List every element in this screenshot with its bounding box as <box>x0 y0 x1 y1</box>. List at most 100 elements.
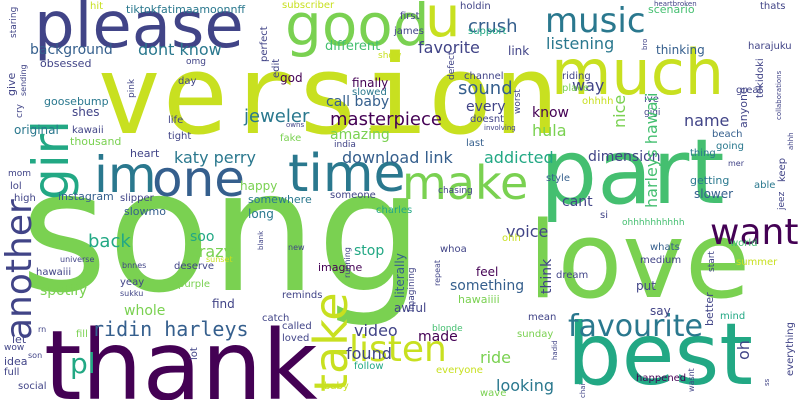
word-imagine: imagine <box>318 261 363 274</box>
word-tokidoki: tokidoki <box>755 58 766 98</box>
word-going: going <box>716 141 744 152</box>
word-think: think <box>539 258 555 294</box>
word-call-baby: call baby <box>326 94 390 110</box>
word-pl: pl <box>70 347 96 380</box>
word-heart: heart <box>130 147 160 160</box>
word-mean: mean <box>528 312 557 323</box>
word-universe: universe <box>60 255 95 264</box>
word-mom: mom <box>8 169 32 179</box>
word-fake: fake <box>280 133 302 144</box>
word-thats: thats <box>760 1 786 12</box>
word-first: first <box>400 11 420 22</box>
word-purple: purple <box>178 279 211 290</box>
word-heartbroken: heartbroken <box>654 0 697 8</box>
word-much: much <box>551 36 725 109</box>
word-slowed: slowed <box>352 87 387 98</box>
word-take: take <box>304 292 358 392</box>
word-life: life <box>168 115 184 126</box>
word-jeez: jeez <box>777 191 787 210</box>
word-social: social <box>18 381 47 392</box>
word-harajuku: harajuku <box>748 41 792 52</box>
word-long: long <box>248 207 274 221</box>
word-cry: cry <box>15 104 25 118</box>
word-jeweler: jeweler <box>244 106 310 127</box>
word-hadid: hadid <box>551 340 559 360</box>
word-keep: keep <box>777 157 788 182</box>
word-style: style <box>546 173 570 184</box>
word-looking: looking <box>496 376 555 395</box>
word-world: world <box>730 238 758 249</box>
word-spotify: spotify <box>40 283 88 299</box>
word-follow: follow <box>354 361 384 372</box>
word-blonde: blonde <box>432 324 463 334</box>
word-ride: ride <box>480 348 512 367</box>
word-deserve: deserve <box>174 261 215 272</box>
word-scenario: scenario <box>648 3 695 16</box>
word-mer: mer <box>728 159 745 168</box>
word-ahhh: ahhh <box>787 132 795 150</box>
word-whats: whats <box>650 242 680 253</box>
word-another: another <box>0 199 40 340</box>
word-pink: pink <box>127 78 137 98</box>
word-shes: shes <box>72 105 100 119</box>
word-better: better <box>703 292 716 326</box>
word-running: running <box>343 247 352 278</box>
word-dream: dream <box>556 270 589 281</box>
word-original: original <box>14 123 59 137</box>
word-new: new <box>288 243 305 252</box>
word-tiktokfatimaamoonnff: tiktokfatimaamoonnff <box>126 3 246 16</box>
word-someone: someone <box>330 190 376 201</box>
word-wasnt: wasnt <box>687 368 696 392</box>
word-let: let <box>12 333 27 346</box>
word-chasing: chasing <box>438 186 473 196</box>
word-hawaiii: hawaiii <box>36 267 72 278</box>
word-ohhhh: ohhhh <box>582 96 614 107</box>
word-voice: voice <box>506 222 549 241</box>
word-wave: wave <box>480 388 507 399</box>
word-song: song <box>20 134 424 330</box>
word-channel: channel <box>464 71 504 82</box>
word-chai: chai <box>579 383 587 398</box>
word-part: part <box>540 120 725 225</box>
word-best: best <box>567 305 754 400</box>
word-reminds: reminds <box>282 290 323 301</box>
word-favorite: favorite <box>418 38 480 57</box>
word-somewhere: somewhere <box>248 193 312 206</box>
word-lol: lol <box>10 181 22 192</box>
word-thinking: thinking <box>656 43 705 57</box>
word-find: find <box>212 297 235 311</box>
word-collaborations: collaborations <box>775 70 783 120</box>
word-support: support <box>468 26 507 37</box>
word-subscriber: subscriber <box>282 0 335 11</box>
word-instagram: instagram <box>58 190 114 203</box>
word-whole: whole <box>124 303 166 319</box>
word-able: able <box>754 180 776 191</box>
word-catch: catch <box>262 313 290 324</box>
word-found: found <box>346 344 392 363</box>
word-addicted: addicted <box>484 148 554 167</box>
word-version: version <box>96 31 560 159</box>
word-doesnt: doesnt <box>470 114 505 125</box>
word-lot: lot <box>189 347 200 360</box>
word-literally: literally <box>393 253 407 298</box>
word-medium: medium <box>640 255 682 266</box>
word-ohhhhhhhhhh: ohhhhhhhhhh <box>622 218 685 228</box>
word-im: im <box>94 146 157 204</box>
word-involving: involving <box>484 124 516 132</box>
word-charles: charles <box>376 205 413 216</box>
word-staring: staring <box>9 6 19 38</box>
word-way: way <box>572 76 605 95</box>
word-love: love <box>528 199 751 322</box>
word-ive: ive <box>644 94 659 105</box>
word-full: full <box>4 367 20 378</box>
word-edit: edit <box>271 58 282 78</box>
word-owns: owns <box>286 121 305 129</box>
word-beach: beach <box>712 129 743 140</box>
word-download-link: download link <box>342 148 453 167</box>
word-slowmo: slowmo <box>124 205 166 218</box>
word-something: something <box>450 278 525 294</box>
word-kawaii: kawaii <box>72 125 104 136</box>
word-perfect: perfect <box>259 26 270 62</box>
word-imagining: imagining <box>407 267 417 312</box>
